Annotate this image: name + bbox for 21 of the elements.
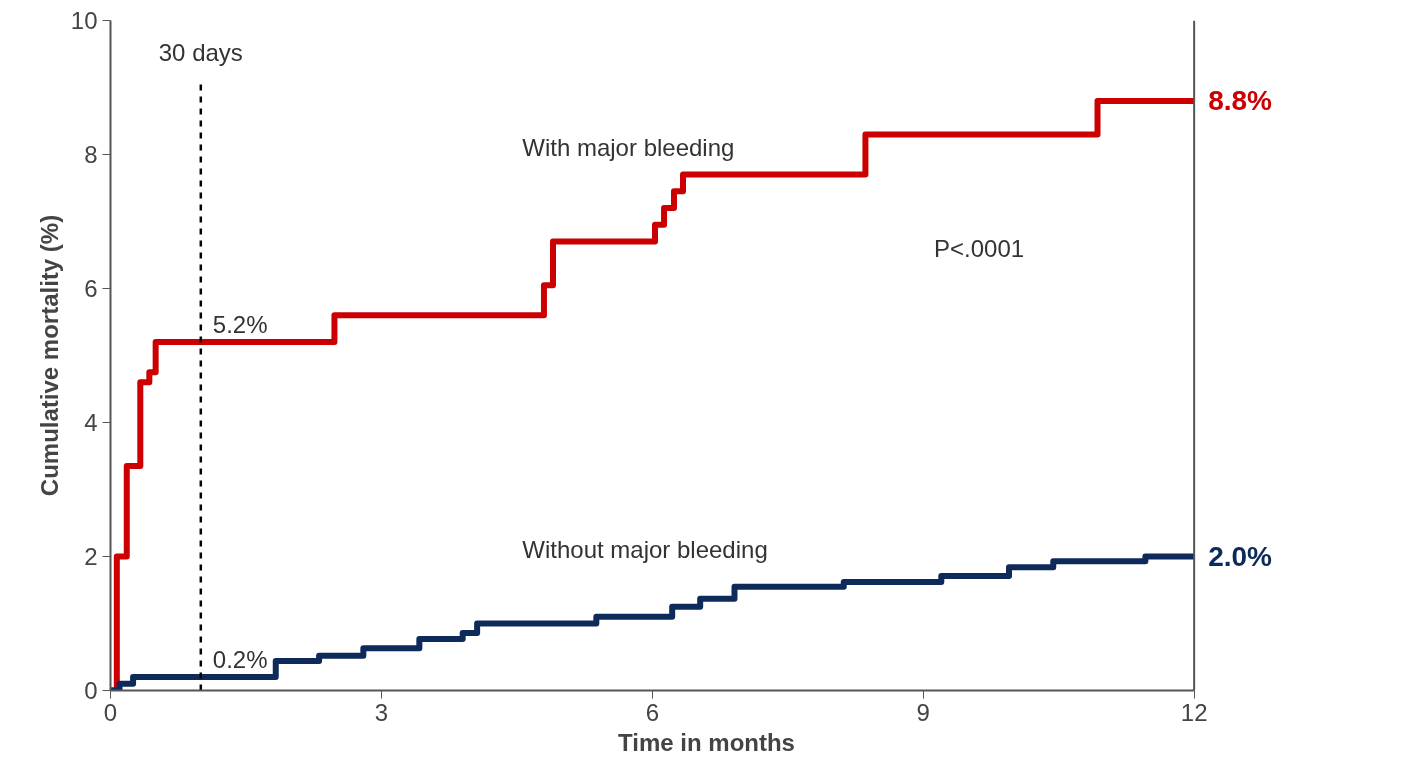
series-label: Without major bleeding (522, 536, 768, 564)
y-tick-label: 6 (84, 275, 98, 302)
data-label: 8.8% (1208, 85, 1273, 117)
x-tick-label: 12 (1180, 698, 1208, 726)
ref-line-label: 30 days (158, 38, 243, 66)
x-tick-label: 3 (374, 698, 389, 726)
y-tick-label: 4 (84, 409, 98, 436)
x-axis-title: Time in months (618, 728, 795, 756)
x-tick-label: 0 (103, 698, 118, 726)
data-label: 2.0% (1208, 541, 1273, 572)
x-tick-label: 9 (916, 698, 930, 726)
series-label: With major bleeding (522, 134, 735, 162)
y-axis-title: Cumulative mortality (%) (35, 214, 63, 497)
annotation: 5.2% (212, 311, 268, 339)
y-tick-label: 0 (84, 677, 98, 704)
y-tick-label: 10 (70, 7, 98, 34)
y-tick-label: 2 (84, 543, 98, 570)
annotation: 0.2% (212, 646, 268, 674)
x-tick-label: 6 (645, 698, 659, 726)
annotation: P<.0001 (934, 234, 1025, 262)
y-tick-label: 8 (84, 141, 98, 168)
